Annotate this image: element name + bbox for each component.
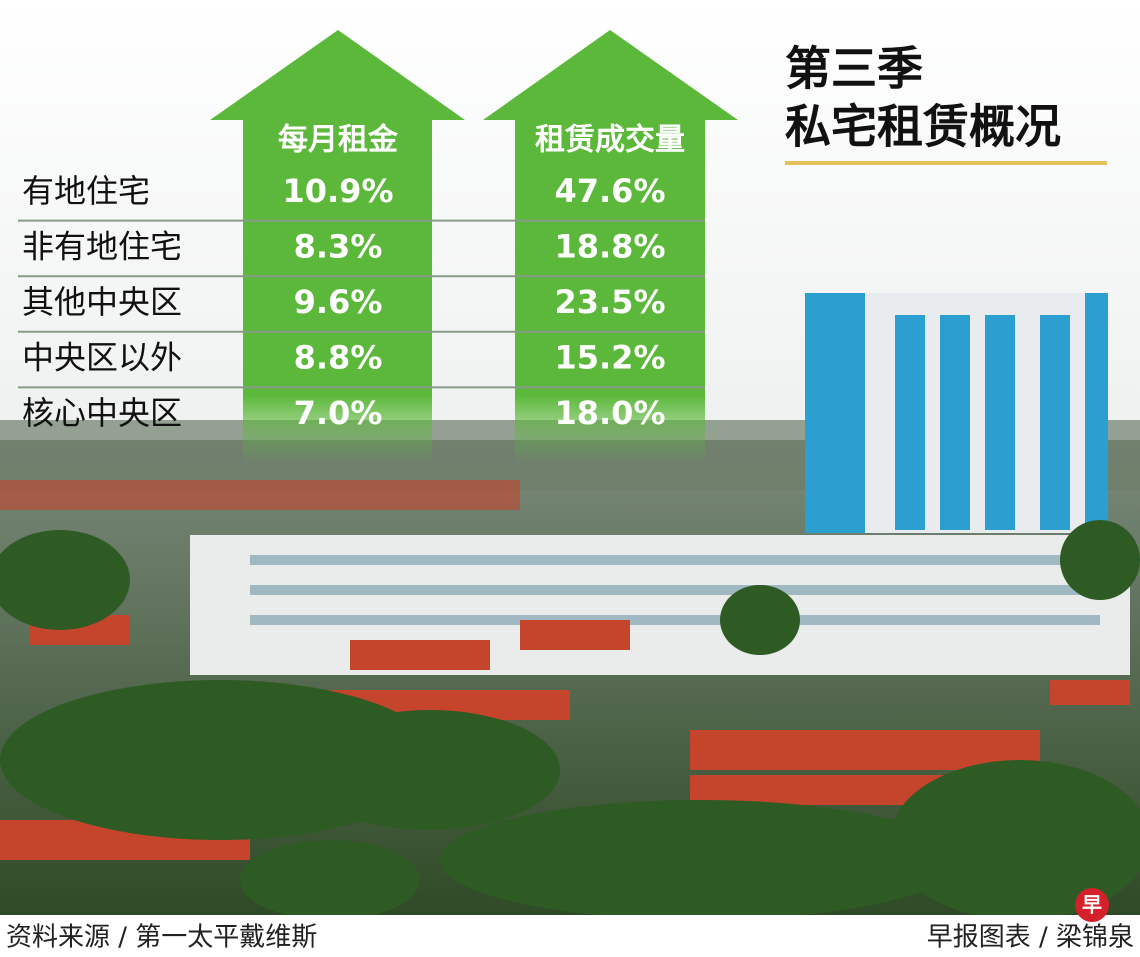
credit: 早报图表 / 梁锦泉 [927,923,1134,953]
arrow [210,30,465,464]
column-header: 租赁成交量 [535,123,685,158]
cell-value: 47.6% [554,172,665,210]
cell-value: 9.6% [294,283,383,321]
column-header: 每月租金 [278,123,399,158]
source: 资料来源 / 第一太平戴维斯 [6,923,317,953]
title-underline [785,161,1107,165]
cell-value: 18.0% [554,394,665,432]
row-label: 非有地住宅 [22,227,182,265]
arrow [483,30,738,464]
row-label: 其他中央区 [22,283,182,321]
row-label: 有地住宅 [22,172,150,210]
logo [1075,888,1109,922]
row-label: 中央区以外 [22,339,182,377]
cell-value: 10.9% [282,172,393,210]
cell-value: 15.2% [554,339,665,377]
footer-bar [0,915,1140,957]
logo-text: 早 [1082,893,1102,917]
cell-value: 7.0% [294,394,383,432]
row-label: 核心中央区 [22,394,182,432]
cell-value: 8.3% [294,227,383,265]
title: 私宅租赁概况 [785,100,1061,154]
cell-value: 18.8% [554,227,665,265]
cell-value: 8.8% [294,339,383,377]
cell-value: 23.5% [554,283,665,321]
title: 第三季 [785,42,923,96]
